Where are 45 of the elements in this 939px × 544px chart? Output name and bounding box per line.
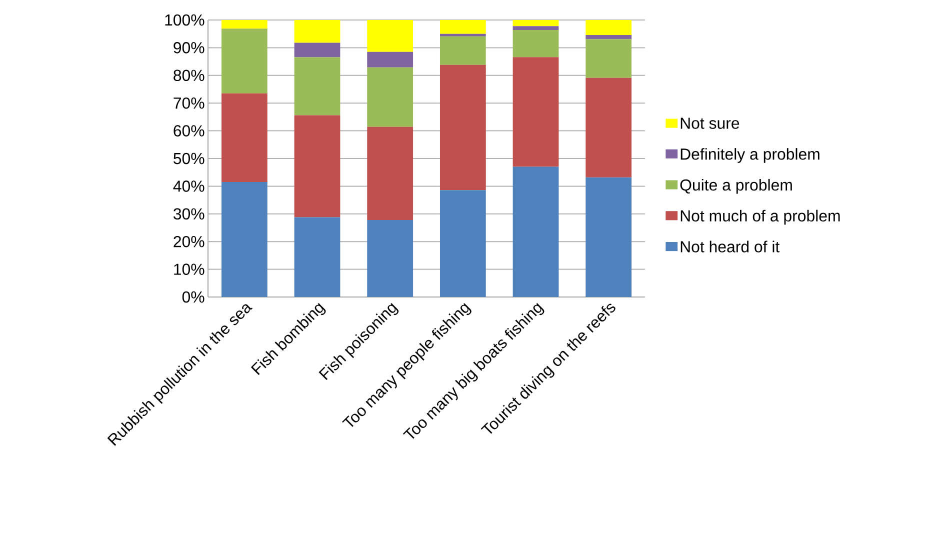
y-tick-label: 60% [174, 125, 204, 136]
bar [367, 52, 414, 68]
bar [440, 36, 486, 65]
bar [440, 34, 486, 36]
bar [294, 20, 340, 43]
bar [221, 182, 268, 297]
bar [512, 166, 559, 297]
bar [586, 177, 632, 297]
bar [294, 217, 340, 297]
bar [512, 30, 559, 58]
bar [440, 190, 486, 297]
bar [586, 34, 632, 40]
y-tick-label: 50% [174, 152, 204, 164]
bar [440, 20, 486, 34]
bar [586, 20, 632, 35]
bar [367, 67, 414, 127]
bar [512, 26, 559, 30]
bar [512, 57, 559, 167]
bar [294, 115, 340, 218]
bar [512, 20, 559, 26]
bar [221, 28, 268, 94]
legend-label: Not much of a problem [680, 210, 840, 225]
bar [221, 20, 268, 29]
legend-label: Quite a problem [680, 178, 792, 194]
y-tick-label: 70% [174, 97, 204, 109]
legend-label: Not sure [680, 118, 740, 129]
bar [440, 64, 486, 190]
bar [294, 42, 340, 58]
bar [586, 78, 632, 178]
bar [586, 39, 632, 78]
legend-label: Definitely a problem [680, 148, 820, 163]
y-tick-label: 100% [165, 14, 204, 26]
y-tick-label: 30% [174, 208, 204, 220]
y-tick-label: 40% [173, 180, 204, 192]
bar [367, 220, 414, 297]
bar [367, 126, 414, 220]
legend-label: Not heard of it [680, 240, 780, 252]
y-tick-label: 20% [174, 236, 204, 248]
y-tick-label: 0% [182, 291, 204, 303]
y-tick-label: 10% [174, 264, 204, 275]
bar [221, 93, 268, 182]
y-tick-label: 90% [174, 42, 204, 54]
bar [294, 57, 340, 116]
bar [367, 20, 414, 52]
y-tick-label: 80% [174, 70, 204, 82]
